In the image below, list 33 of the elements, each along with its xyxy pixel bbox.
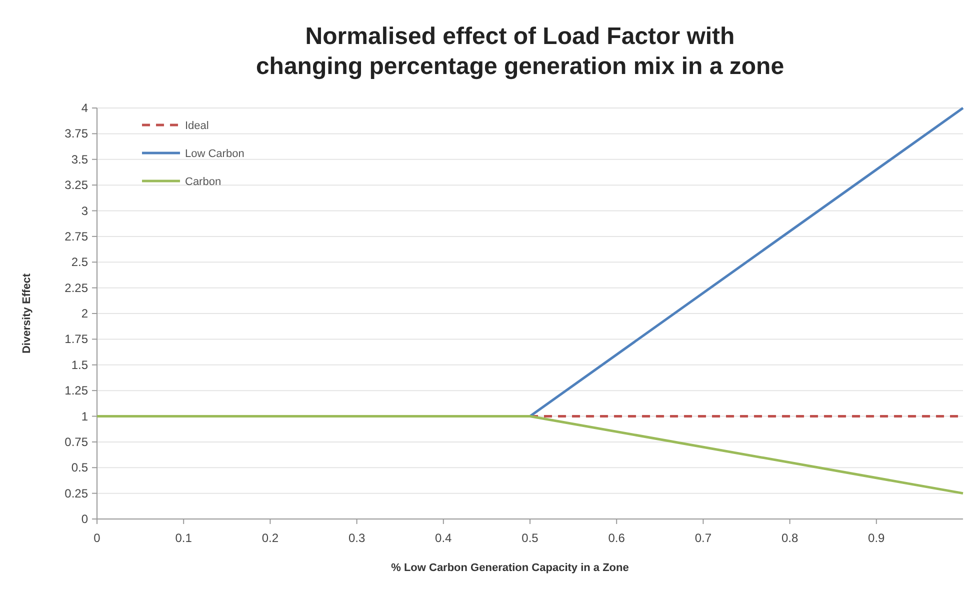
x-tick-label: 0.8 <box>781 531 798 545</box>
y-tick-label: 0.75 <box>64 434 88 449</box>
x-tick-label: 0.4 <box>435 531 452 545</box>
chart-title: Normalised effect of Load Factor with changing percentage generation mix in a zone <box>256 23 784 80</box>
y-tick-label: 4 <box>81 101 88 115</box>
y-tick-label: 3.5 <box>71 152 88 166</box>
y-tick-label: 2.75 <box>64 229 88 244</box>
x-tick-label: 0.6 <box>608 531 626 545</box>
x-axis-title: % Low Carbon Generation Capacity in a Zone <box>391 562 629 574</box>
y-tick-label: 0 <box>81 512 88 526</box>
x-tick-label: 0.2 <box>262 531 279 545</box>
y-axis-title: Diversity Effect <box>21 273 33 354</box>
x-tick-label: 0 <box>94 531 101 545</box>
y-tick-label: 1.5 <box>71 358 88 372</box>
y-tick-label: 1.25 <box>64 384 88 398</box>
y-tick-label: 3.75 <box>64 126 88 141</box>
legend-label: Ideal <box>185 120 209 132</box>
y-tick-label: 1.75 <box>64 332 88 346</box>
legend-label: Carbon <box>185 176 222 188</box>
y-tick-label: 0.5 <box>71 460 88 475</box>
x-tick-label: 0.1 <box>175 531 192 545</box>
x-tick-label: 0.7 <box>694 531 712 545</box>
x-tick-label: 0.9 <box>868 531 886 545</box>
y-tick-label: 3 <box>81 204 88 218</box>
legend-label: Low Carbon <box>185 148 244 160</box>
x-tick-label: 0.5 <box>522 531 539 545</box>
y-tick-label: 1 <box>81 409 88 424</box>
y-tick-label: 2.5 <box>71 255 88 270</box>
y-tick-label: 2.25 <box>64 280 88 295</box>
y-tick-label: 3.25 <box>64 178 88 192</box>
y-tick-label: 2 <box>81 306 88 320</box>
x-tick-label: 0.3 <box>348 531 366 545</box>
y-tick-label: 0.25 <box>64 486 88 500</box>
